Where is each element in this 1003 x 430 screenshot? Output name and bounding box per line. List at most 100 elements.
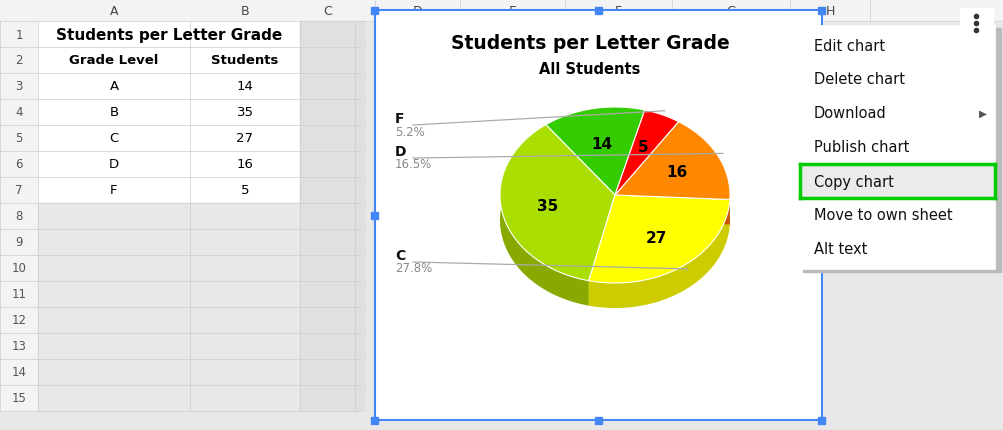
Text: 8: 8 (15, 210, 23, 223)
Bar (38, 307, 300, 333)
Polygon shape (499, 126, 589, 306)
Text: H: H (824, 4, 833, 18)
Bar (595, 7, 602, 15)
Text: Move to own sheet: Move to own sheet (813, 208, 952, 223)
Bar (300, 48, 365, 74)
Text: 15: 15 (12, 392, 26, 405)
Text: 13: 13 (12, 340, 26, 353)
Text: Edit chart: Edit chart (813, 38, 885, 53)
Polygon shape (615, 123, 678, 221)
Bar (300, 74, 365, 100)
Polygon shape (615, 123, 729, 200)
Text: D: D (109, 158, 119, 171)
Text: 5.2%: 5.2% (394, 125, 424, 138)
Bar (38, 22, 300, 48)
Text: 16: 16 (237, 158, 253, 171)
Text: 27: 27 (237, 132, 253, 145)
Text: Download: Download (813, 106, 886, 121)
Bar (0, 230, 38, 255)
Text: B: B (241, 4, 249, 18)
Bar (375, 11, 821, 420)
Bar (0, 152, 38, 178)
Bar (38, 333, 300, 359)
Bar (0, 0, 1003, 22)
Bar (0, 126, 38, 152)
Bar (38, 281, 300, 307)
Bar (0, 22, 38, 48)
Text: B: B (109, 106, 118, 119)
Text: 16: 16 (665, 164, 687, 179)
Text: 14: 14 (11, 366, 26, 379)
Text: C: C (394, 249, 405, 262)
Bar (300, 359, 365, 385)
Bar (0, 385, 38, 411)
Bar (300, 307, 365, 333)
Text: C: C (323, 4, 332, 18)
Text: All Students: All Students (539, 61, 640, 76)
Text: 4: 4 (15, 106, 23, 119)
Bar (38, 178, 300, 203)
Bar (38, 100, 300, 126)
Bar (300, 281, 365, 307)
Polygon shape (615, 196, 729, 225)
Bar (817, 417, 824, 424)
Polygon shape (546, 126, 615, 221)
Bar (799, 165, 994, 199)
Bar (802, 29, 1000, 272)
Text: F: F (394, 112, 404, 126)
Polygon shape (678, 123, 729, 225)
Text: 14: 14 (591, 136, 612, 151)
Bar (300, 152, 365, 178)
Text: 10: 10 (12, 262, 26, 275)
Text: A: A (109, 80, 118, 93)
Polygon shape (589, 196, 615, 306)
Bar (0, 359, 38, 385)
Bar (38, 203, 300, 230)
Bar (817, 7, 824, 15)
Text: 2: 2 (15, 54, 23, 68)
Text: ▶: ▶ (978, 109, 986, 119)
Text: Delete chart: Delete chart (813, 72, 904, 87)
Polygon shape (499, 126, 615, 281)
Bar (38, 359, 300, 385)
Text: Students per Letter Grade: Students per Letter Grade (56, 28, 282, 43)
Bar (38, 152, 300, 178)
Text: A: A (109, 4, 118, 18)
Text: 27: 27 (645, 230, 667, 245)
Bar (38, 48, 300, 74)
Text: 3: 3 (15, 80, 23, 93)
Bar (38, 385, 300, 411)
Polygon shape (615, 111, 678, 196)
Text: D: D (394, 144, 406, 159)
Text: F: F (614, 4, 622, 18)
Text: 35: 35 (237, 106, 253, 119)
Text: 12: 12 (11, 314, 26, 327)
Text: 35: 35 (537, 199, 558, 214)
Bar (371, 417, 378, 424)
Polygon shape (589, 196, 615, 306)
Bar (300, 385, 365, 411)
Bar (595, 417, 602, 424)
Bar (300, 22, 365, 48)
Bar (0, 48, 38, 74)
Text: Students: Students (211, 54, 279, 68)
Bar (0, 333, 38, 359)
Text: Copy chart: Copy chart (813, 174, 893, 189)
Text: 11: 11 (11, 288, 26, 301)
Text: D: D (412, 4, 422, 18)
Bar (799, 26, 994, 269)
Bar (300, 126, 365, 152)
Bar (0, 0, 38, 22)
Text: Grade Level: Grade Level (69, 54, 158, 68)
Text: 5: 5 (241, 184, 249, 197)
Bar (38, 126, 300, 152)
Text: 5: 5 (15, 132, 23, 145)
Bar (0, 100, 38, 126)
Bar (371, 212, 378, 219)
Bar (300, 203, 365, 230)
Bar (0, 178, 38, 203)
Text: Students per Letter Grade: Students per Letter Grade (450, 34, 728, 52)
Text: C: C (109, 132, 118, 145)
Text: 6: 6 (15, 158, 23, 171)
Text: G: G (725, 4, 735, 18)
